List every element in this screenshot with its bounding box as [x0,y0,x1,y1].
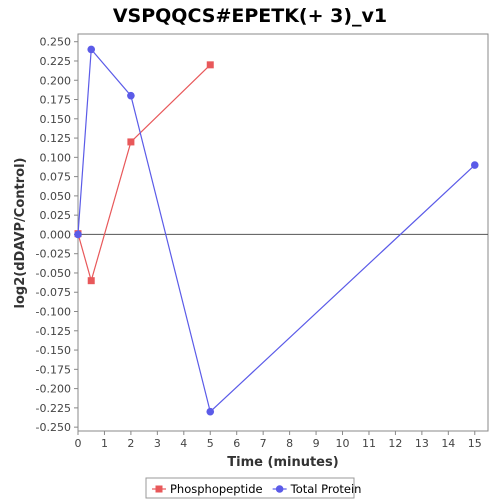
legend-label: Phosphopeptide [170,482,263,496]
x-tick-label: 1 [101,437,108,450]
series-group [74,45,479,416]
y-tick-label: 0.250 [40,36,72,49]
y-tick-label: -0.125 [36,325,71,338]
x-axis-ticks: 0 1 2 3 4 5 6 7 8 9 10 11 12 13 14 15 [75,431,482,450]
data-point-circle [127,91,135,100]
y-tick-label: -0.200 [36,383,71,396]
legend-label: Total Protein [290,482,362,496]
y-tick-label: -0.050 [36,267,71,280]
y-tick-label: 0.175 [40,94,72,107]
y-tick-label: -0.025 [36,248,71,261]
x-tick-label: 4 [180,437,187,450]
chart-title: VSPQQCS#EPETK(+ 3)_v1 [113,5,387,27]
y-tick-label: -0.075 [36,286,71,299]
y-axis-label: log2(dDAVP/Control) [13,158,28,309]
x-tick-label: 13 [415,437,429,450]
x-tick-label: 10 [336,437,350,450]
legend: Phosphopeptide Total Protein [145,477,362,499]
y-tick-label: 0.075 [40,171,72,184]
legend-box [145,477,355,499]
data-point-circle [87,45,96,54]
x-tick-label: 5 [207,437,214,450]
x-tick-label: 7 [260,437,267,450]
x-tick-label: 8 [286,437,293,450]
x-tick-label: 11 [362,437,376,450]
y-tick-label: -0.250 [36,421,71,434]
x-tick-label: 15 [468,437,482,450]
y-tick-label: -0.225 [36,402,71,415]
x-tick-label: 6 [233,437,240,450]
y-tick-label: -0.175 [36,363,71,376]
y-tick-label: 0.150 [40,113,72,126]
x-axis-label: Time (minutes) [227,455,338,470]
y-tick-label: 0.200 [40,74,72,87]
series-line-0 [77,64,211,283]
y-axis-ticks: -0.250 -0.225 -0.200 -0.175 -0.150 -0.125 -0.1… [36,36,78,434]
data-point-circle [470,161,479,169]
data-point-square [127,138,135,146]
data-point-square [87,277,95,285]
y-tick-label: 0.225 [40,55,72,68]
y-tick-label: -0.150 [36,344,71,357]
x-tick-label: 0 [75,437,82,450]
data-point-circle [74,230,82,239]
y-tick-label: 0.125 [40,132,72,145]
data-point-square [206,61,214,69]
x-tick-label: 9 [313,437,320,450]
y-tick-label: 0.000 [40,228,72,241]
x-tick-label: 14 [441,437,455,450]
x-tick-label: 2 [127,437,134,450]
legend-marker-square [155,485,163,493]
x-tick-label: 12 [388,437,402,450]
data-point-circle [206,407,215,416]
plot-frame [77,33,489,432]
y-tick-label: -0.100 [36,306,71,319]
y-tick-label: 0.100 [40,151,72,164]
y-tick-label: 0.050 [40,190,72,203]
y-tick-label: 0.025 [40,209,72,222]
legend-marker-circle [275,485,284,493]
x-tick-label: 3 [154,437,161,450]
